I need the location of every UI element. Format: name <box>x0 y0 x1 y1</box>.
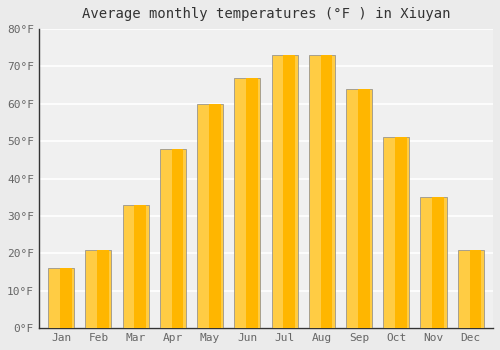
Bar <box>97 250 109 328</box>
Bar <box>308 55 335 328</box>
Bar <box>358 89 370 328</box>
Bar <box>320 55 332 328</box>
Bar <box>134 205 146 328</box>
Bar <box>272 55 297 328</box>
Title: Average monthly temperatures (°F ) in Xiuyan: Average monthly temperatures (°F ) in Xi… <box>82 7 450 21</box>
Bar <box>197 104 223 328</box>
Bar <box>160 149 186 328</box>
Bar <box>420 197 446 328</box>
Bar <box>470 250 482 328</box>
Bar <box>122 205 148 328</box>
Bar <box>432 197 444 328</box>
Bar <box>172 149 183 328</box>
Bar <box>383 138 409 328</box>
Bar <box>458 250 483 328</box>
Bar <box>86 250 112 328</box>
Bar <box>284 55 295 328</box>
Bar <box>48 268 74 328</box>
Bar <box>395 138 407 328</box>
Bar <box>234 78 260 328</box>
Bar <box>246 78 258 328</box>
Bar <box>209 104 220 328</box>
Bar <box>60 268 72 328</box>
Bar <box>346 89 372 328</box>
